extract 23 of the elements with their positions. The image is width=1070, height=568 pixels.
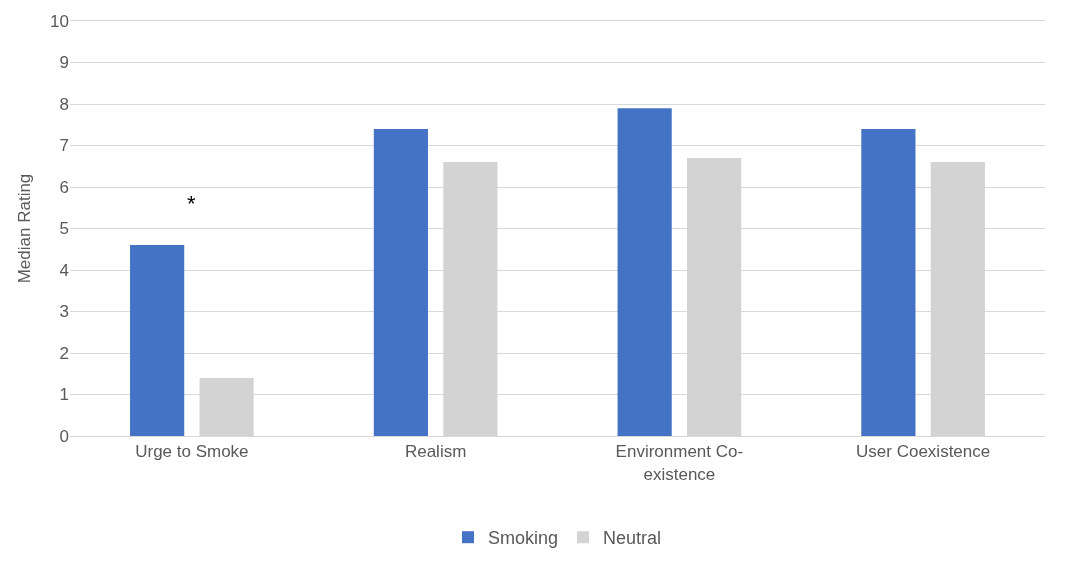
x-tick-label: Urge to Smoke: [135, 442, 249, 462]
bar: [130, 245, 185, 436]
y-tick-label: 3: [59, 302, 69, 322]
y-tick-label: 2: [59, 343, 69, 363]
y-tick-label: 1: [59, 385, 69, 405]
x-tick-label: User Coexistence: [856, 442, 991, 462]
y-tick-label: 7: [59, 136, 69, 156]
y-tick-label: 0: [59, 426, 69, 446]
x-tick-label: Environment Co-existence: [615, 442, 744, 484]
x-tick-label: Realism: [404, 442, 467, 462]
y-tick-label: 6: [59, 177, 69, 197]
legend-label: Smoking: [488, 528, 559, 549]
y-tick-label: 10: [50, 11, 69, 31]
y-tick-label: 5: [59, 219, 69, 239]
y-tick-label: 4: [59, 260, 69, 280]
bar: [617, 108, 672, 436]
y-axis-title: Median Rating: [14, 173, 34, 284]
y-tick-label: 9: [59, 53, 69, 73]
legend-label: Neutral: [603, 528, 662, 549]
bar: [861, 128, 916, 436]
bar: [373, 128, 428, 436]
y-tick-label: 8: [59, 94, 69, 114]
annotation: *: [187, 191, 196, 216]
